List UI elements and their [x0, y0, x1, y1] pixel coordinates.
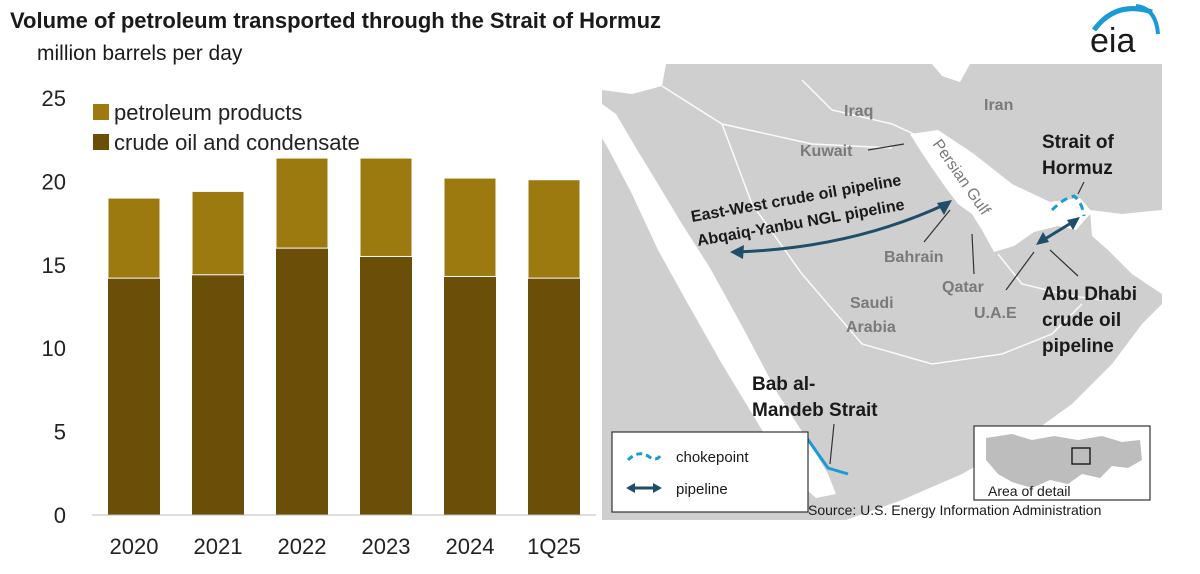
hormuz-leader-line [1077, 181, 1085, 195]
bahrain-leader-line [923, 209, 951, 243]
legend-pipeline-arrow-right-icon [653, 483, 662, 493]
label-hormuz-line1: Strait of [1042, 132, 1114, 153]
x-tick-label: 2022 [278, 534, 327, 559]
bar-products [527, 179, 581, 279]
uae-leader-line [1005, 251, 1035, 291]
legend-chokepoint-label: chokepoint [676, 449, 749, 466]
label-abu-dhabi-line3: pipeline [1042, 336, 1114, 357]
legend-swatch [93, 134, 109, 150]
bar-crude [444, 276, 496, 515]
pipeline-arrowhead-west-icon [730, 245, 744, 259]
pipeline-arrowhead-east-icon [937, 200, 952, 215]
bab-leader-line [829, 423, 835, 465]
legend-label: petroleum products [114, 100, 302, 125]
y-tick-label: 15 [42, 253, 66, 278]
bab-al-mandeb-chokepoint-icon [802, 433, 849, 476]
label-hormuz-line2: Hormuz [1042, 158, 1113, 179]
chart-legend: petroleum products crude oil and condensa… [93, 100, 360, 155]
bar-products [359, 157, 413, 257]
bar-crude [108, 278, 160, 515]
bar-products [191, 190, 245, 276]
label-abu-dhabi-line2: crude oil [1042, 310, 1121, 331]
source-note: Source: U.S. Energy Information Administ… [808, 502, 1102, 518]
label-saudi-arabia-line2: Arabia [846, 319, 896, 336]
label-kuwait: Kuwait [800, 143, 853, 160]
x-axis: 2020 2021 2022 2023 2024 1Q25 [110, 534, 581, 559]
map-legend: chokepoint pipeline [611, 431, 809, 513]
map-legend-box [611, 431, 809, 513]
chart-subtitle: million barrels per day [37, 42, 243, 65]
legend-pipeline-label: pipeline [676, 481, 728, 498]
x-tick-label: 2020 [110, 534, 159, 559]
bar-products [107, 197, 161, 279]
label-iraq: Iraq [844, 103, 873, 120]
label-qatar: Qatar [942, 279, 984, 296]
abu-dhabi-arrowhead-ne-icon [1067, 217, 1080, 230]
y-tick-label: 20 [42, 169, 66, 194]
bar-crude [360, 256, 412, 515]
x-tick-label: 2021 [194, 534, 243, 559]
y-tick-label: 10 [42, 336, 66, 361]
y-axis: 0 5 10 15 20 25 [42, 86, 66, 528]
bar-crude [528, 278, 580, 515]
red-sea [602, 104, 836, 498]
label-bahrain: Bahrain [884, 249, 944, 266]
abu-dhabi-leader-line [1049, 249, 1079, 277]
map-panel: Iraq Iran Kuwait Persian Gulf Bahrain Qa… [602, 64, 1162, 520]
persian-gulf [910, 130, 1092, 252]
gulf-of-oman [1090, 210, 1162, 294]
inset-label: Area of detail [988, 483, 1071, 499]
x-tick-label: 1Q25 [527, 534, 581, 559]
chart-title: Volume of petroleum transported through … [10, 8, 662, 33]
legend-chokepoint-icon [626, 452, 662, 462]
logo-arc-icon [1135, 4, 1160, 35]
bar-crude [276, 248, 328, 515]
label-saudi-arabia-line1: Saudi [850, 295, 894, 312]
hormuz-chokepoint-icon [1050, 194, 1086, 217]
inset-area-marker [1071, 447, 1091, 465]
qatar-leader-line [971, 233, 975, 275]
kuwait-leader-line [867, 143, 905, 151]
mediterranean-corner [602, 64, 666, 94]
y-tick-label: 5 [54, 420, 66, 445]
label-bab-line1: Bab al- [752, 374, 815, 395]
y-tick-label: 25 [42, 86, 66, 111]
inset-locator-map: Area of detail [973, 425, 1151, 501]
x-tick-label: 2023 [362, 534, 411, 559]
legend-pipeline-arrow-left-icon [626, 483, 635, 493]
abu-dhabi-arrowhead-sw-icon [1036, 232, 1049, 245]
caspian-corner [932, 64, 970, 82]
east-west-pipeline-icon [735, 202, 947, 254]
bar-products [443, 177, 497, 277]
bar-crude [192, 274, 244, 515]
label-abu-dhabi-line1: Abu Dhabi [1042, 284, 1137, 305]
eia-logo: eia [1090, 4, 1160, 58]
label-bab-line2: Mandeb Strait [752, 400, 878, 421]
x-tick-label: 2024 [446, 534, 495, 559]
logo-text: eia [1090, 22, 1135, 58]
legend-swatch [93, 104, 109, 120]
bar-products [275, 157, 329, 249]
country-borders [661, 79, 1103, 365]
y-tick-label: 0 [54, 503, 66, 528]
bar-series [107, 157, 581, 515]
legend-label: crude oil and condensate [114, 130, 360, 155]
label-iran: Iran [984, 97, 1013, 114]
inset-land [986, 434, 1142, 488]
label-uae: U.A.E [974, 305, 1017, 322]
